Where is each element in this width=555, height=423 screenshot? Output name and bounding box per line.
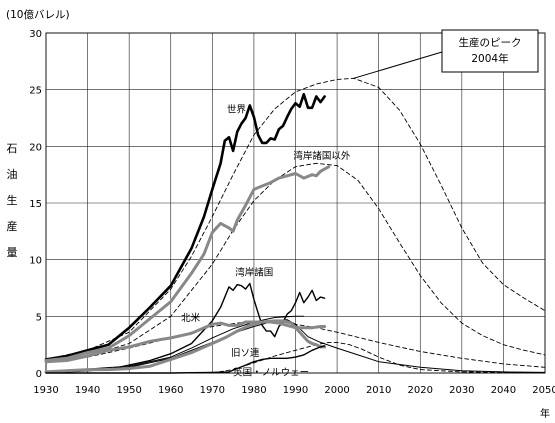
y-axis-title-char-4: 産 <box>7 220 18 233</box>
y-axis-title-char-1: 石 <box>7 142 18 155</box>
peak-callout-line-2: 2004年 <box>471 52 508 65</box>
series-line-7 <box>44 165 331 362</box>
series-line-10 <box>44 319 327 374</box>
series-line-6 <box>44 92 326 361</box>
y-tick-label: 5 <box>36 312 42 323</box>
y-tick-label: 25 <box>29 86 42 97</box>
series-group <box>44 77 546 374</box>
x-tick-label: 1960 <box>158 385 183 396</box>
series-line-8 <box>45 282 326 373</box>
series-label-1: 湾岸諸国以外 <box>293 150 351 162</box>
series-line-4 <box>211 341 546 374</box>
x-tick-label: 1930 <box>33 385 58 396</box>
grid <box>45 32 546 374</box>
x-axis-title: 年 <box>540 407 550 419</box>
y-unit-label: (10億バレル) <box>6 8 70 21</box>
series-line-9 <box>44 320 327 364</box>
x-tick-label: 2040 <box>491 385 516 396</box>
y-tick-label: 0 <box>36 369 42 380</box>
y-tick-label: 30 <box>29 29 42 40</box>
peak-callout-box <box>441 29 539 73</box>
x-tick-label: 2010 <box>366 385 391 396</box>
y-axis-title-char-2: 油 <box>7 167 18 181</box>
y-tick-label: 15 <box>29 199 42 210</box>
series-line-5 <box>45 315 305 373</box>
series-line-0 <box>45 77 546 360</box>
peak-callout-line-1: 生産のピーク <box>459 36 522 49</box>
x-tick-label: 1970 <box>200 385 225 396</box>
series-label-3: 北米 <box>181 312 201 324</box>
series-label-0: 世界 <box>227 103 247 115</box>
x-tick-label: 1940 <box>75 385 100 396</box>
x-tick-label: 2050 <box>532 385 555 396</box>
y-axis-title: 石 油 生 産 量 <box>7 142 18 259</box>
series-line-11 <box>45 345 326 374</box>
x-tick-label: 2030 <box>449 385 474 396</box>
x-tick-label: 2000 <box>324 385 349 396</box>
series-label-4: 旧ソ連 <box>231 347 260 359</box>
x-tick-label: 1950 <box>116 385 141 396</box>
series-label-5: 英国・ノルウェー <box>233 366 309 378</box>
series-line-1 <box>45 162 546 363</box>
y-axis-title-char-3: 生 <box>7 193 18 207</box>
series-label-2: 湾岸諸国 <box>235 267 273 279</box>
y-tick-label: 20 <box>29 142 42 153</box>
x-tick-label: 2020 <box>408 385 433 396</box>
y-axis-title-char-5: 量 <box>7 246 18 259</box>
axis-ticks: 1930 1940 1950 1960 1970 1980 1990 2000 2010 2020… <box>29 29 555 396</box>
x-tick-label: 1990 <box>283 385 308 396</box>
peak-annotation: 生産のピーク 2004年 <box>353 29 539 79</box>
x-tick-label: 1980 <box>241 385 266 396</box>
peak-callout-line <box>353 51 443 79</box>
y-tick-label: 10 <box>29 256 42 267</box>
